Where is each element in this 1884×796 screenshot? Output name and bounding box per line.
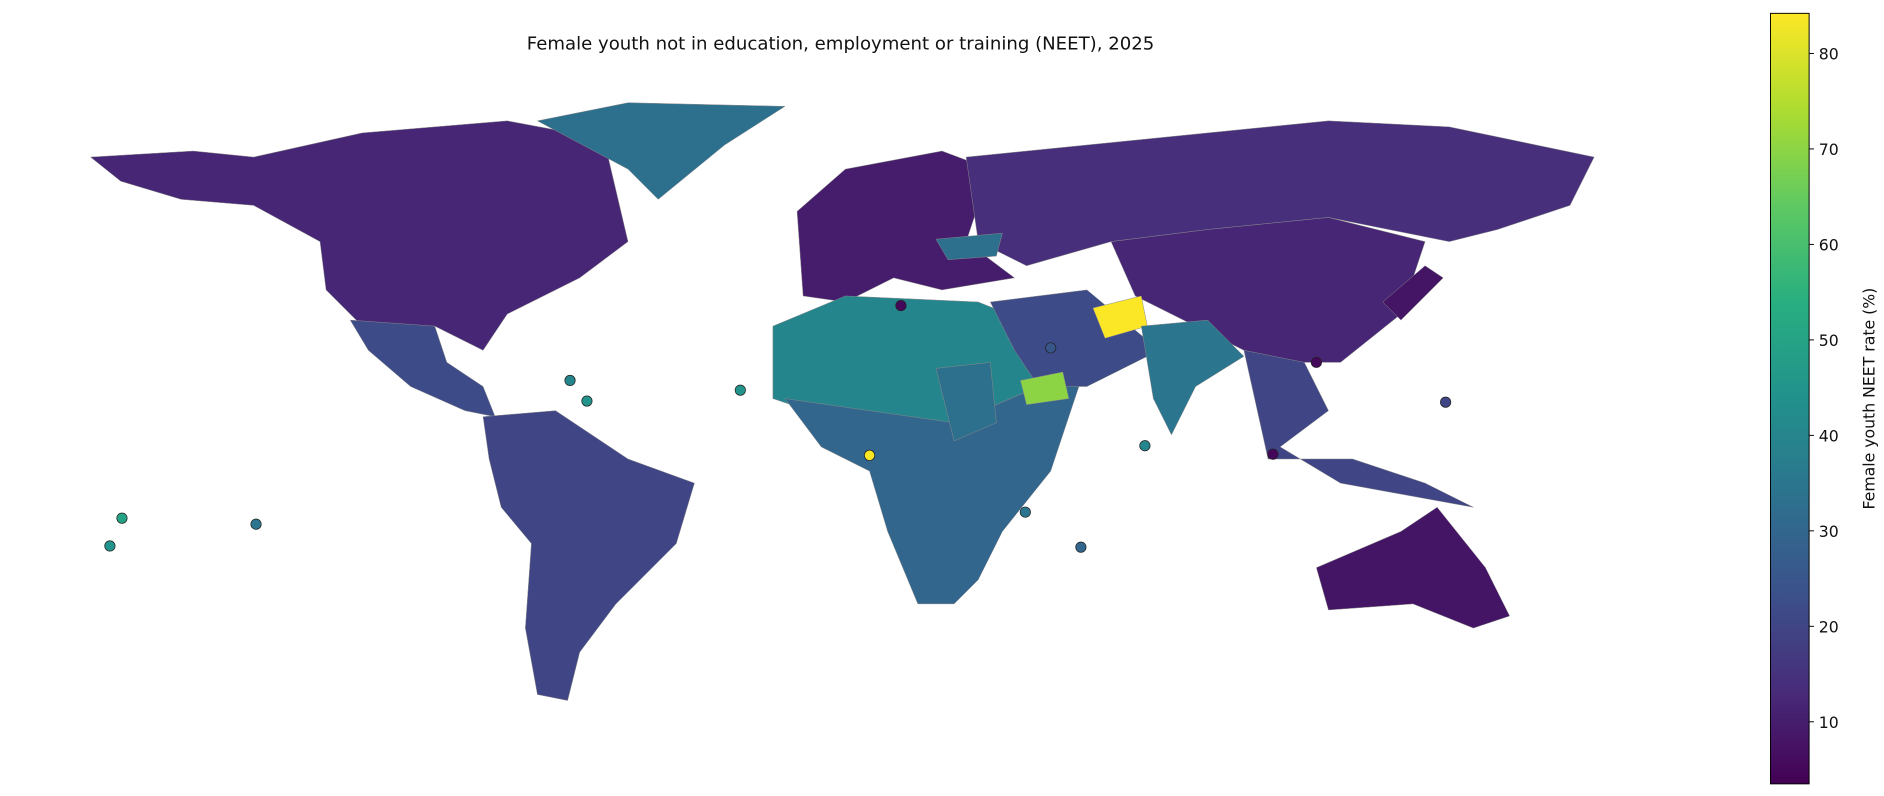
colorbar-tick-label: 60 — [1819, 235, 1839, 254]
country-region — [1382, 265, 1444, 321]
small-country-marker — [564, 374, 576, 387]
colorbar-tick-label: 10 — [1819, 713, 1839, 732]
small-country-marker — [1267, 448, 1279, 460]
small-country-marker — [1075, 541, 1087, 553]
country-region — [965, 120, 1595, 267]
small-country-marker — [1310, 356, 1322, 368]
country-region — [1316, 506, 1510, 629]
map-markers — [104, 300, 1452, 553]
country-region — [935, 232, 1003, 260]
colorbar-tick-label: 30 — [1819, 522, 1839, 541]
colorbar-tick-label: 80 — [1819, 44, 1839, 63]
country-region — [1020, 371, 1070, 405]
country-region — [1110, 217, 1426, 363]
country-region — [1243, 349, 1474, 508]
colorbar-tick-label: 70 — [1819, 140, 1839, 159]
chart-title: Female youth not in education, employmen… — [527, 34, 1155, 55]
small-country-marker — [1019, 506, 1031, 518]
colorbar-tick-label: 40 — [1819, 426, 1839, 445]
small-country-marker — [581, 395, 593, 407]
colorbar-tick-label: 50 — [1819, 331, 1839, 350]
small-country-marker — [116, 512, 128, 524]
small-country-marker — [1139, 440, 1151, 452]
small-country-marker — [1045, 342, 1057, 354]
country-region — [89, 120, 629, 351]
small-country-marker — [1440, 396, 1452, 408]
colorbar-label: Female youth NEET rate (%) — [1859, 288, 1878, 510]
small-country-marker — [104, 540, 116, 552]
colorbar-gradient — [1769, 12, 1810, 785]
small-country-marker — [250, 518, 262, 530]
country-region — [935, 362, 997, 442]
small-country-marker — [863, 449, 876, 461]
colorbar: 10 20 30 40 50 60 70 80 — [1769, 12, 1839, 785]
country-region — [1140, 319, 1245, 436]
small-country-marker — [895, 300, 907, 312]
colorbar-tick-label: 20 — [1819, 617, 1839, 636]
country-region — [536, 102, 786, 200]
country-region — [796, 150, 1016, 303]
country-region — [989, 289, 1160, 387]
map-regions — [89, 102, 1595, 701]
country-region — [482, 410, 695, 701]
small-country-marker — [734, 384, 746, 396]
